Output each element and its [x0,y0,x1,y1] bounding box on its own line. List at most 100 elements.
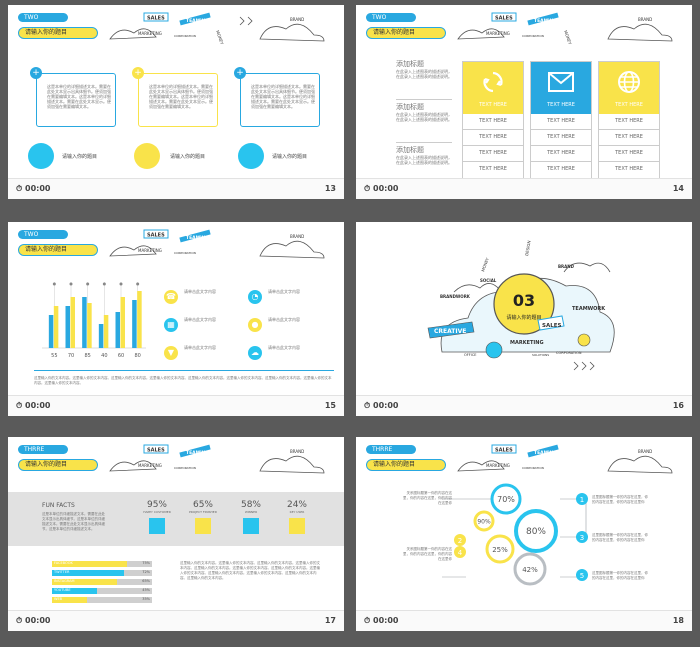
circle-value: 42% [522,566,538,574]
stat-value: 65% [192,500,213,510]
teamwork-word: TEAMWORK [186,450,216,456]
corporation-word: CORPORATION [174,34,196,38]
left-text-1: 关系图标题第一你的内容在这里，你的内容在这里，你的内容在这里你 [403,491,452,505]
progress-label: FACEBOOK [54,561,73,565]
slide-title: 请输入你的题目 [366,459,446,471]
calendar-icon: ▦ [164,318,178,332]
step-number: 3 [580,534,584,542]
icon-label: 请单击此文字内容 [268,317,300,322]
chart-bar [82,297,87,348]
chart-bar [48,315,54,348]
tick-label: 85 [84,353,90,359]
slide-footer: ⏱ 00:00 15 [8,395,344,416]
facts-text: 这是本单位的详细描述文本。需要在此处文本显示出具体细节。这是本单位的详细描述文本… [42,512,105,531]
stat-label: KEY USER [289,510,305,514]
brand-word: BRAND [638,17,652,22]
design-word: DESIGN [524,240,532,256]
item-text: 在此录入上述图表的描述说明，在此录入上述图表的描述说明。 [396,69,452,79]
guide-dot [119,282,123,286]
time-display: ⏱ 00:00 [364,184,399,193]
progress-row: WEB 35% [52,597,152,603]
card-head: TEXT HERE [547,102,575,108]
icon-item: ☁ 请单击此文字内容 [248,340,300,360]
chart-bar [98,324,104,348]
progress-row: INSTAGRAM 65% [52,579,152,585]
teamwork-word: TEAMWORK [534,18,564,24]
marketing-word: MARKETING [138,31,162,36]
progress-value: 75% [142,561,150,565]
card-row: TEXT HERE [547,166,575,172]
sales-word: SALES [495,448,513,454]
teamwork-word: TEAMWORK [186,235,216,241]
card-top: TEXT HERE [599,62,659,114]
slide-17[interactable]: THRRE 请输入你的题目 SALES MARKETING CORPORATIO… [8,437,344,631]
icon-item: ▼ 请单击此文字内容 [164,340,216,360]
icon-label: 请单击此文字内容 [268,289,300,294]
item-heading: 添加标题 [396,103,424,111]
slide-title: 请输入你的题目 [18,459,98,471]
chart-bar [103,315,109,348]
guide-dot [69,282,73,286]
slide-13[interactable]: TWO 请输入你的题目 SALES MARKETING CORPORATION … [8,5,344,199]
slide-number: 17 [324,616,336,625]
brand-word: BRAND [290,234,304,239]
corporation-word: CORPORATION [522,34,544,38]
card-top: TEXT HERE [463,62,523,114]
icon-grid: ☎ 请单击此文字内容 ◔ 请单击此文字内容 ▦ 请单击此文字内容 ● 请单击此文… [164,284,334,364]
slide-15[interactable]: TWO 请输入你的题目 SALES MARKETING CORPORATION … [8,222,344,416]
item-text: 在此录入上述图表的描述说明，在此录入上述图表的描述说明。 [396,112,452,122]
plus-icon: + [234,67,246,79]
corporation-word: CORPORATION [174,466,196,470]
progress-fill [52,597,87,603]
progress-label: INSTAGRAM [54,579,75,583]
chart-bar [87,303,92,348]
phone-icon: ☎ [164,290,178,304]
card-row: TEXT HERE [531,130,591,146]
text-item: 添加标题 在此录入上述图表的描述说明，在此录入上述图表的描述说明。 [396,102,452,143]
speech-card-1: + 这是本单位的详细描述文本。需要在此处文本显示出具体细节。便须加强在需要编辑文… [30,67,116,127]
tick-label: 80 [134,353,140,359]
section-tag: THRRE [366,445,416,454]
tick-label: 60 [118,353,124,359]
circle-value: 80% [526,527,546,537]
card-text: 这是本单位的详细描述文本。需要在此处文本显示出具体细节。便须加强在需要编辑文本。… [47,84,111,109]
stat-item: 58% WINNER [236,500,266,534]
card-1: TEXT HERE TEXT HERE TEXT HERE TEXT HERE … [462,61,524,179]
progress-value: 45% [142,588,150,592]
time-display: ⏱ 00:00 [364,616,399,625]
globe-icon [618,71,640,93]
chart-bar [115,312,120,348]
marketing-word: MARKETING [486,31,510,36]
plus-icon: + [30,67,42,79]
caption: 这里输入你的文本内容。这里输入你的文本内容。这里输入你的文本内容。这里输入你的文… [34,376,332,385]
text-item: 添加标题 在此录入上述图表的描述说明，在此录入上述图表的描述说明。 [396,145,452,181]
stat-label: PROJECT FINISHED [188,510,218,514]
slide-number: 16 [672,401,684,410]
location-icon: ▼ [164,346,178,360]
progress-fill [52,588,97,594]
card-head: TEXT HERE [615,102,643,108]
card-row: TEXT HERE [463,130,523,146]
card-2: TEXT HERE TEXT HERE TEXT HERE TEXT HERE … [530,61,592,179]
step-number: 2 [458,537,462,545]
item-heading: 添加标题 [396,60,424,68]
stat-square [243,518,259,534]
card-row: TEXT HERE [615,166,643,172]
chart-bar [70,297,75,348]
slide-18[interactable]: THRRE 请输入你的题目 SALES MARKETING CORPORATIO… [356,437,692,631]
speech-card-2: + 这是本单位的详细描述文本。需要在此处文本显示出具体细节。便须加强在需要编辑文… [132,67,218,127]
slide-16[interactable]: 03 请输入你的题目 CREATIVE SALES TEAMWORK MARKE… [356,222,692,416]
sales-word: SALES [147,448,165,454]
icon-item: ▦ 请单击此文字内容 [164,312,216,332]
sales-word: SALES [147,233,165,239]
progress-row: FACEBOOK 75% [52,561,152,567]
circle-blue [238,143,264,169]
step-number: 4 [458,549,463,557]
icon-item: ● 请单击此文字内容 [248,312,300,332]
right-text-2: 这里图标题第一你的内容在这里，你的内容在这里，你的内容在这里你 [592,533,648,542]
slide-14[interactable]: TWO 请输入你的题目 SALES MARKETING CORPORATION … [356,5,692,199]
progress-label: YOUTUBE [54,588,71,592]
chart-bar [132,300,137,348]
recycle-icon [483,71,503,93]
slide-footer: ⏱ 00:00 13 [8,178,344,199]
